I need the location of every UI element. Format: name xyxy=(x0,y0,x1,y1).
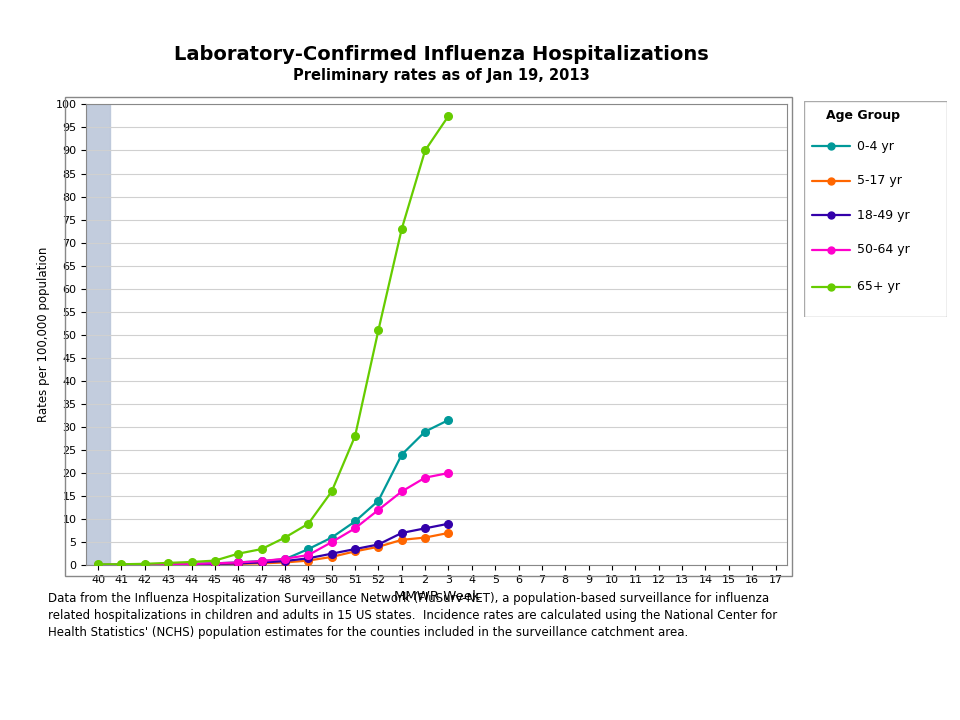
Text: 0-4 yr: 0-4 yr xyxy=(857,140,894,153)
X-axis label: MMWR Week: MMWR Week xyxy=(394,590,480,603)
Text: Laboratory-Confirmed Influenza Hospitalizations: Laboratory-Confirmed Influenza Hospitali… xyxy=(174,45,709,63)
Text: Data from the Influenza Hospitalization Surveillance Network (FluSurv-NET), a po: Data from the Influenza Hospitalization … xyxy=(48,592,778,639)
Text: 50-64 yr: 50-64 yr xyxy=(857,243,910,256)
Y-axis label: Rates per 100,000 population: Rates per 100,000 population xyxy=(37,247,50,423)
Text: Age Group: Age Group xyxy=(826,109,900,122)
Text: Preliminary rates as of Jan 19, 2013: Preliminary rates as of Jan 19, 2013 xyxy=(293,68,590,84)
Bar xyxy=(86,104,109,565)
Text: 5-17 yr: 5-17 yr xyxy=(857,174,902,187)
Text: 18-49 yr: 18-49 yr xyxy=(857,209,910,222)
Text: 65+ yr: 65+ yr xyxy=(857,280,900,293)
